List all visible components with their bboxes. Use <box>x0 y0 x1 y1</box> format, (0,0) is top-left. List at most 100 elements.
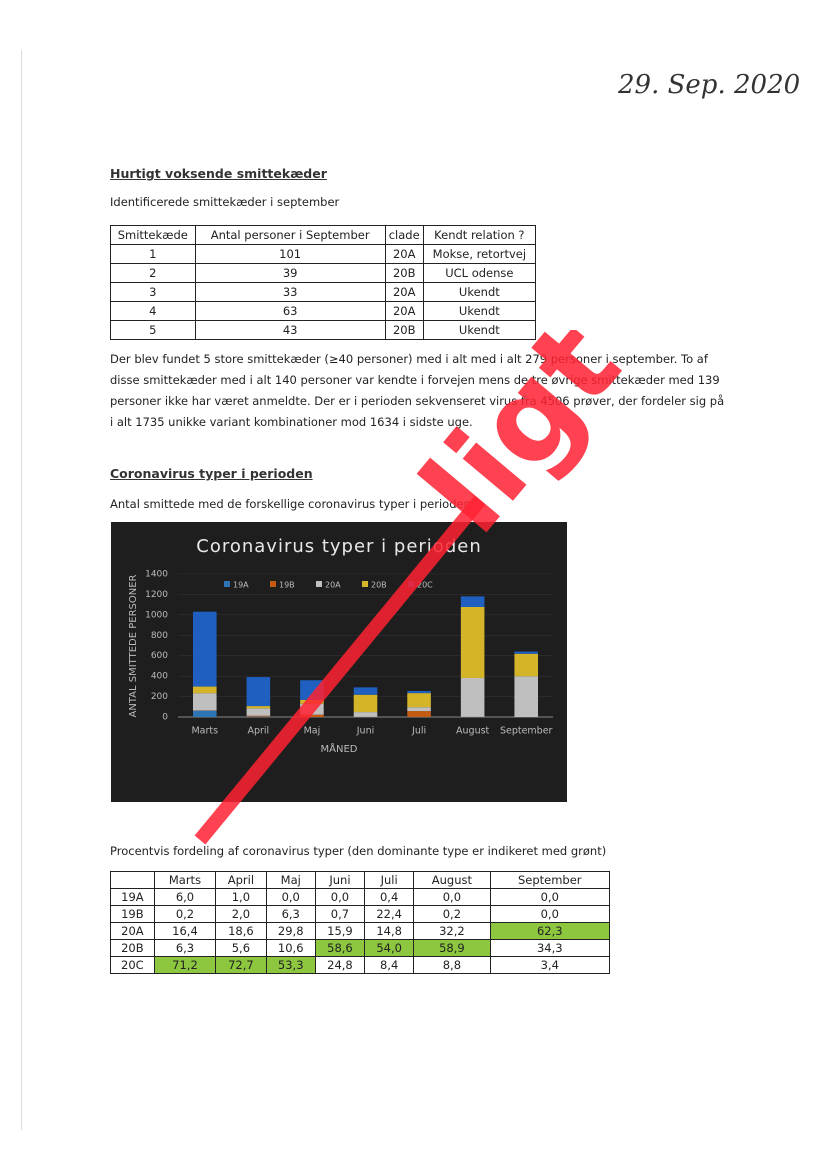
cell: 32,2 <box>413 922 491 940</box>
cell: 20B <box>384 263 424 283</box>
y-axis-label: ANTAL SMITTEDE PERSONER <box>128 574 139 717</box>
cell: 19A <box>110 888 155 906</box>
header-cell: Antal personer i September <box>194 225 386 245</box>
cell: 2,0 <box>215 905 267 923</box>
y-tick-label: 400 <box>151 672 168 682</box>
cell: 0,2 <box>153 905 217 923</box>
bar-segment <box>514 676 538 717</box>
cell: 34,3 <box>489 939 611 957</box>
cell: 14,8 <box>364 922 415 940</box>
legend-swatch <box>408 581 414 587</box>
legend-swatch <box>316 581 322 587</box>
cell: 0,2 <box>413 905 491 923</box>
row: 19B 0,2 2,0 6,3 0,7 22,4 0,2 0,0 <box>110 905 611 923</box>
header-cell: August <box>413 871 491 889</box>
cell: 6,3 <box>265 905 316 923</box>
y-tick-label: 200 <box>151 692 168 702</box>
cell: 24,8 <box>314 956 366 974</box>
cell: 62,3 <box>489 922 611 940</box>
cell: 19B <box>110 905 155 923</box>
cell: Ukendt <box>422 282 537 302</box>
bar-segment <box>300 680 324 700</box>
legend-label: 20C <box>417 581 433 590</box>
row: 20A 16,4 18,6 29,8 15,9 14,8 32,2 62,3 <box>110 922 611 940</box>
header-cell: Marts <box>153 871 217 889</box>
bar-segment <box>300 703 324 715</box>
x-tick-label: Juni <box>356 726 374 737</box>
header-row: Smittekæde Antal personer i September clad… <box>110 225 537 245</box>
cell: UCL odense <box>422 263 537 283</box>
x-tick-label: Marts <box>191 726 218 737</box>
cell: 0,0 <box>489 905 611 923</box>
cell: 20A <box>110 922 155 940</box>
cell: 20B <box>384 320 424 340</box>
bar-segment <box>193 693 217 711</box>
cell: 20C <box>110 956 155 974</box>
bar-segment <box>460 596 485 607</box>
row: 20C 71,2 72,7 53,3 24,8 8,4 8,8 3,4 <box>110 956 611 974</box>
cell: Ukendt <box>422 301 537 321</box>
chart-title: Coronavirus typer i perioden <box>196 536 481 557</box>
cell: 4 <box>110 301 196 321</box>
header-cell: clade <box>384 225 424 245</box>
row: 5 43 20B Ukendt <box>110 320 537 340</box>
intro: Identificerede smittekæder i september <box>110 195 340 209</box>
legend-swatch <box>224 581 230 587</box>
cell: 0,0 <box>314 888 366 906</box>
legend-label: 20B <box>371 581 387 590</box>
bar-segment <box>353 712 378 717</box>
row: 20B 6,3 5,6 10,6 58,6 54,0 58,9 34,3 <box>110 939 611 957</box>
bar-segment <box>460 677 485 717</box>
cell: 1 <box>110 244 196 264</box>
bar-segment <box>193 686 217 694</box>
cell: 58,9 <box>413 939 491 957</box>
cell: 1,0 <box>215 888 267 906</box>
heading: Hurtigt voksende smittekæder <box>110 166 327 181</box>
bar-segment <box>193 710 217 717</box>
y-tick-label: 1200 <box>145 590 168 600</box>
bar-segment <box>407 690 431 694</box>
header-cell: September <box>489 871 611 889</box>
cell: Ukendt <box>422 320 537 340</box>
cell: 18,6 <box>215 922 267 940</box>
bar-segment <box>353 687 378 695</box>
legend-label: 19A <box>233 581 249 590</box>
bar-segment <box>407 711 431 717</box>
scan-edge <box>21 50 22 1130</box>
cell: 5 <box>110 320 196 340</box>
cell: 0,0 <box>489 888 611 906</box>
x-axis-label: MÅNED <box>321 742 358 755</box>
cell: 54,0 <box>364 939 415 957</box>
bar-segment <box>514 653 538 677</box>
bar-segment <box>514 651 538 654</box>
cell: 3,4 <box>489 956 611 974</box>
row: 1 101 20A Mokse, retortvej <box>110 244 537 264</box>
cell: 71,2 <box>153 956 217 974</box>
y-tick-label: 1000 <box>145 610 168 620</box>
legend-swatch <box>362 581 368 587</box>
cell: 10,6 <box>265 939 316 957</box>
row: 4 63 20A Ukendt <box>110 301 537 321</box>
legend-label: 19B <box>279 581 295 590</box>
bar-segment <box>407 693 431 708</box>
handwritten-date: 29. Sep. 2020 <box>618 70 801 100</box>
y-tick-label: 0 <box>162 713 168 723</box>
y-tick-label: 600 <box>151 651 168 661</box>
chain-table: Smittekæde Antal personer i September clad… <box>110 225 537 340</box>
bar-segment <box>407 707 431 712</box>
bar-segment <box>246 715 271 717</box>
legend-swatch <box>270 581 276 587</box>
cell: 72,7 <box>215 956 267 974</box>
header-cell: Juni <box>314 871 366 889</box>
cell: 101 <box>194 244 386 264</box>
bar-segment <box>353 694 378 713</box>
percent-table: Marts April Maj Juni Juli August September 19A 6… <box>110 871 611 974</box>
row: 3 33 20A Ukendt <box>110 282 537 302</box>
cell: 58,6 <box>314 939 366 957</box>
x-tick-label: Maj <box>304 726 321 737</box>
x-tick-label: April <box>247 726 269 737</box>
bar-segment <box>246 677 271 707</box>
cell: 2 <box>110 263 196 283</box>
paragraph: Der blev fundet 5 store smittekæder (≥40… <box>110 352 725 429</box>
